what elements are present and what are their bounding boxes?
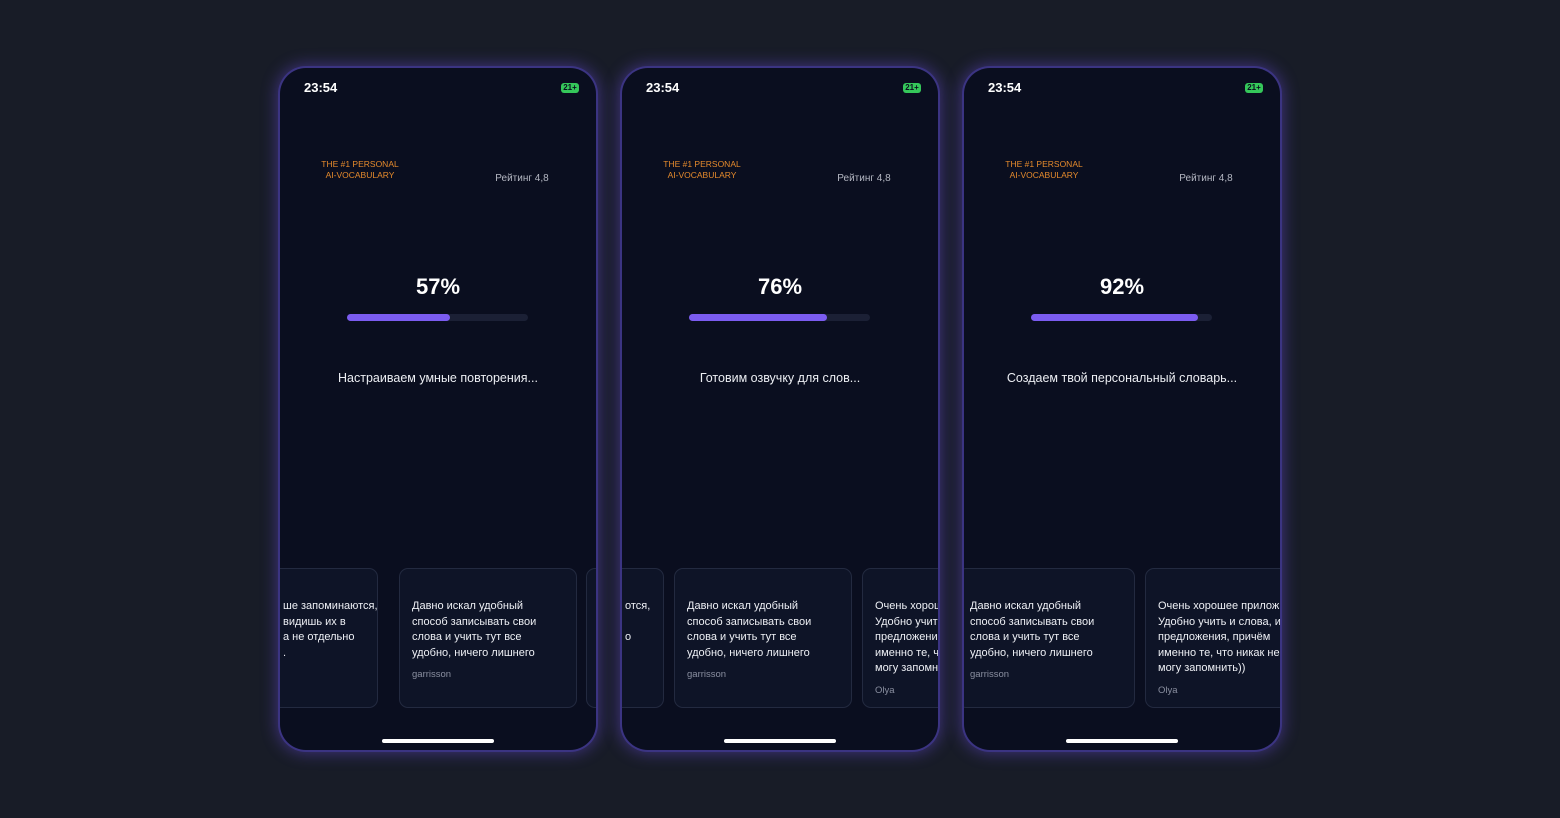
- review-line: могу запомн: [875, 662, 938, 674]
- status-text: Создаем твой персональный словарь...: [1006, 371, 1238, 385]
- review-line: удобно, ничего лишнего: [687, 646, 810, 659]
- review-line: именно те, что никак не: [1158, 646, 1280, 659]
- review-author: garrisson: [970, 669, 1010, 680]
- phone-screen: 23:54 21+ THE #1 PERSONAL AI-VOCABULARY Рейт…: [622, 68, 938, 750]
- review-author: garrisson: [687, 669, 727, 680]
- badge-text: THE #1 PERSONAL: [1005, 159, 1083, 169]
- progress-fill: [347, 314, 451, 321]
- stars: [487, 157, 567, 171]
- battery: 21+: [903, 83, 921, 93]
- review-line: а не отдельно: [283, 631, 355, 643]
- review-line: способ записывать свои: [412, 615, 537, 628]
- status-time: 23:54: [988, 80, 1022, 95]
- review-line: слова и учить тут все: [687, 631, 797, 643]
- review-line: ше запоминаются,: [283, 600, 378, 612]
- review-author: garrisson: [412, 669, 452, 680]
- home-indicator: [724, 739, 836, 743]
- rating-text: Рейтинг 4,8: [495, 173, 549, 184]
- status-icons: [1209, 82, 1249, 94]
- review-line: отся,: [625, 600, 651, 612]
- steps: [622, 333, 938, 357]
- review-line: удобно, ничего лишнего: [412, 646, 535, 659]
- badge-text: THE #1 PERSONAL: [321, 159, 399, 169]
- rating-text: Рейтинг 4,8: [1179, 173, 1233, 184]
- stars: [1158, 581, 1238, 595]
- review-card: отся, о: [622, 568, 664, 708]
- review-card: [586, 568, 596, 708]
- review-line: слова и учить тут все: [970, 631, 1080, 643]
- badge-text: THE #1 PERSONAL: [663, 159, 741, 169]
- progress-fill: [689, 314, 827, 321]
- steps: [280, 333, 596, 357]
- stars: [875, 581, 938, 595]
- review-card: ше запоминаются, видишь их в а не отдельно…: [280, 568, 378, 708]
- progress-percent: 57%: [415, 274, 461, 299]
- review-line: предложения, причём: [1158, 631, 1271, 643]
- status-text: Готовим озвучку для слов...: [699, 371, 861, 385]
- home-indicator: [382, 739, 494, 743]
- review-line: способ записывать свои: [687, 615, 812, 628]
- review-card: Давно искал удобный способ записывать сво…: [399, 568, 577, 708]
- review-line: способ записывать свои: [970, 615, 1095, 628]
- home-indicator: [1066, 739, 1178, 743]
- review-line: могу запомнить)): [1158, 662, 1246, 674]
- badge-text: AI-VOCABULARY: [325, 170, 395, 180]
- rating-text: Рейтинг 4,8: [837, 173, 891, 184]
- review-card: Давно искал удобный способ записывать сво…: [674, 568, 852, 708]
- status-time: 23:54: [304, 80, 338, 95]
- review-line: Давно искал удобный: [687, 600, 799, 612]
- review-line: Давно искал удобный: [412, 600, 524, 612]
- review-line: Очень хорош: [875, 600, 938, 612]
- badge-text: AI-VOCABULARY: [667, 170, 737, 180]
- review-line: слова и учить тут все: [412, 631, 522, 643]
- review-line: Очень хорошее прилож: [1158, 600, 1280, 612]
- battery: 21+: [1245, 83, 1263, 93]
- phone-screen: 23:54 21+ THE #1 PERSONAL AI-VOCABULARY Рейт…: [280, 68, 596, 750]
- review-line: Давно искал удобный: [970, 600, 1082, 612]
- review-card: Очень хорошее прилож Удобно учить и слова…: [1145, 568, 1280, 708]
- status-icons: [867, 82, 907, 94]
- stars: [829, 157, 909, 171]
- steps: [964, 333, 1280, 357]
- review-card: Давно искал удобный способ записывать сво…: [964, 568, 1135, 708]
- review-line: .: [283, 646, 287, 659]
- badge-text: AI-VOCABULARY: [1009, 170, 1079, 180]
- stars: [412, 581, 492, 595]
- phone-screen: 23:54 21+ THE #1 PERSONAL AI-VOCABULARY Рейт…: [964, 68, 1280, 750]
- progress-percent: 92%: [1099, 274, 1145, 299]
- status-text: Настраиваем умные повторения...: [338, 371, 538, 385]
- stars: [1171, 157, 1251, 171]
- status-icons: [525, 82, 565, 94]
- review-line: удобно, ничего лишнего: [970, 646, 1093, 659]
- progress-percent: 76%: [757, 274, 803, 299]
- review-line: Удобно учит: [875, 615, 938, 628]
- stars: [687, 581, 767, 595]
- review-line: именно те, ч: [875, 646, 938, 659]
- status-time: 23:54: [646, 80, 680, 95]
- stars: [970, 581, 1050, 595]
- review-line: Удобно учить и слова, и: [1158, 615, 1280, 628]
- review-card: Очень хорош Удобно учит предложени именно т…: [862, 568, 938, 708]
- review-line: видишь их в: [283, 615, 346, 628]
- battery: 21+: [561, 83, 579, 93]
- review-line: предложени: [875, 631, 938, 643]
- review-line: о: [625, 631, 632, 643]
- review-author: Olya: [1158, 684, 1178, 696]
- progress-fill: [1031, 314, 1198, 321]
- review-author: Olya: [875, 684, 895, 696]
